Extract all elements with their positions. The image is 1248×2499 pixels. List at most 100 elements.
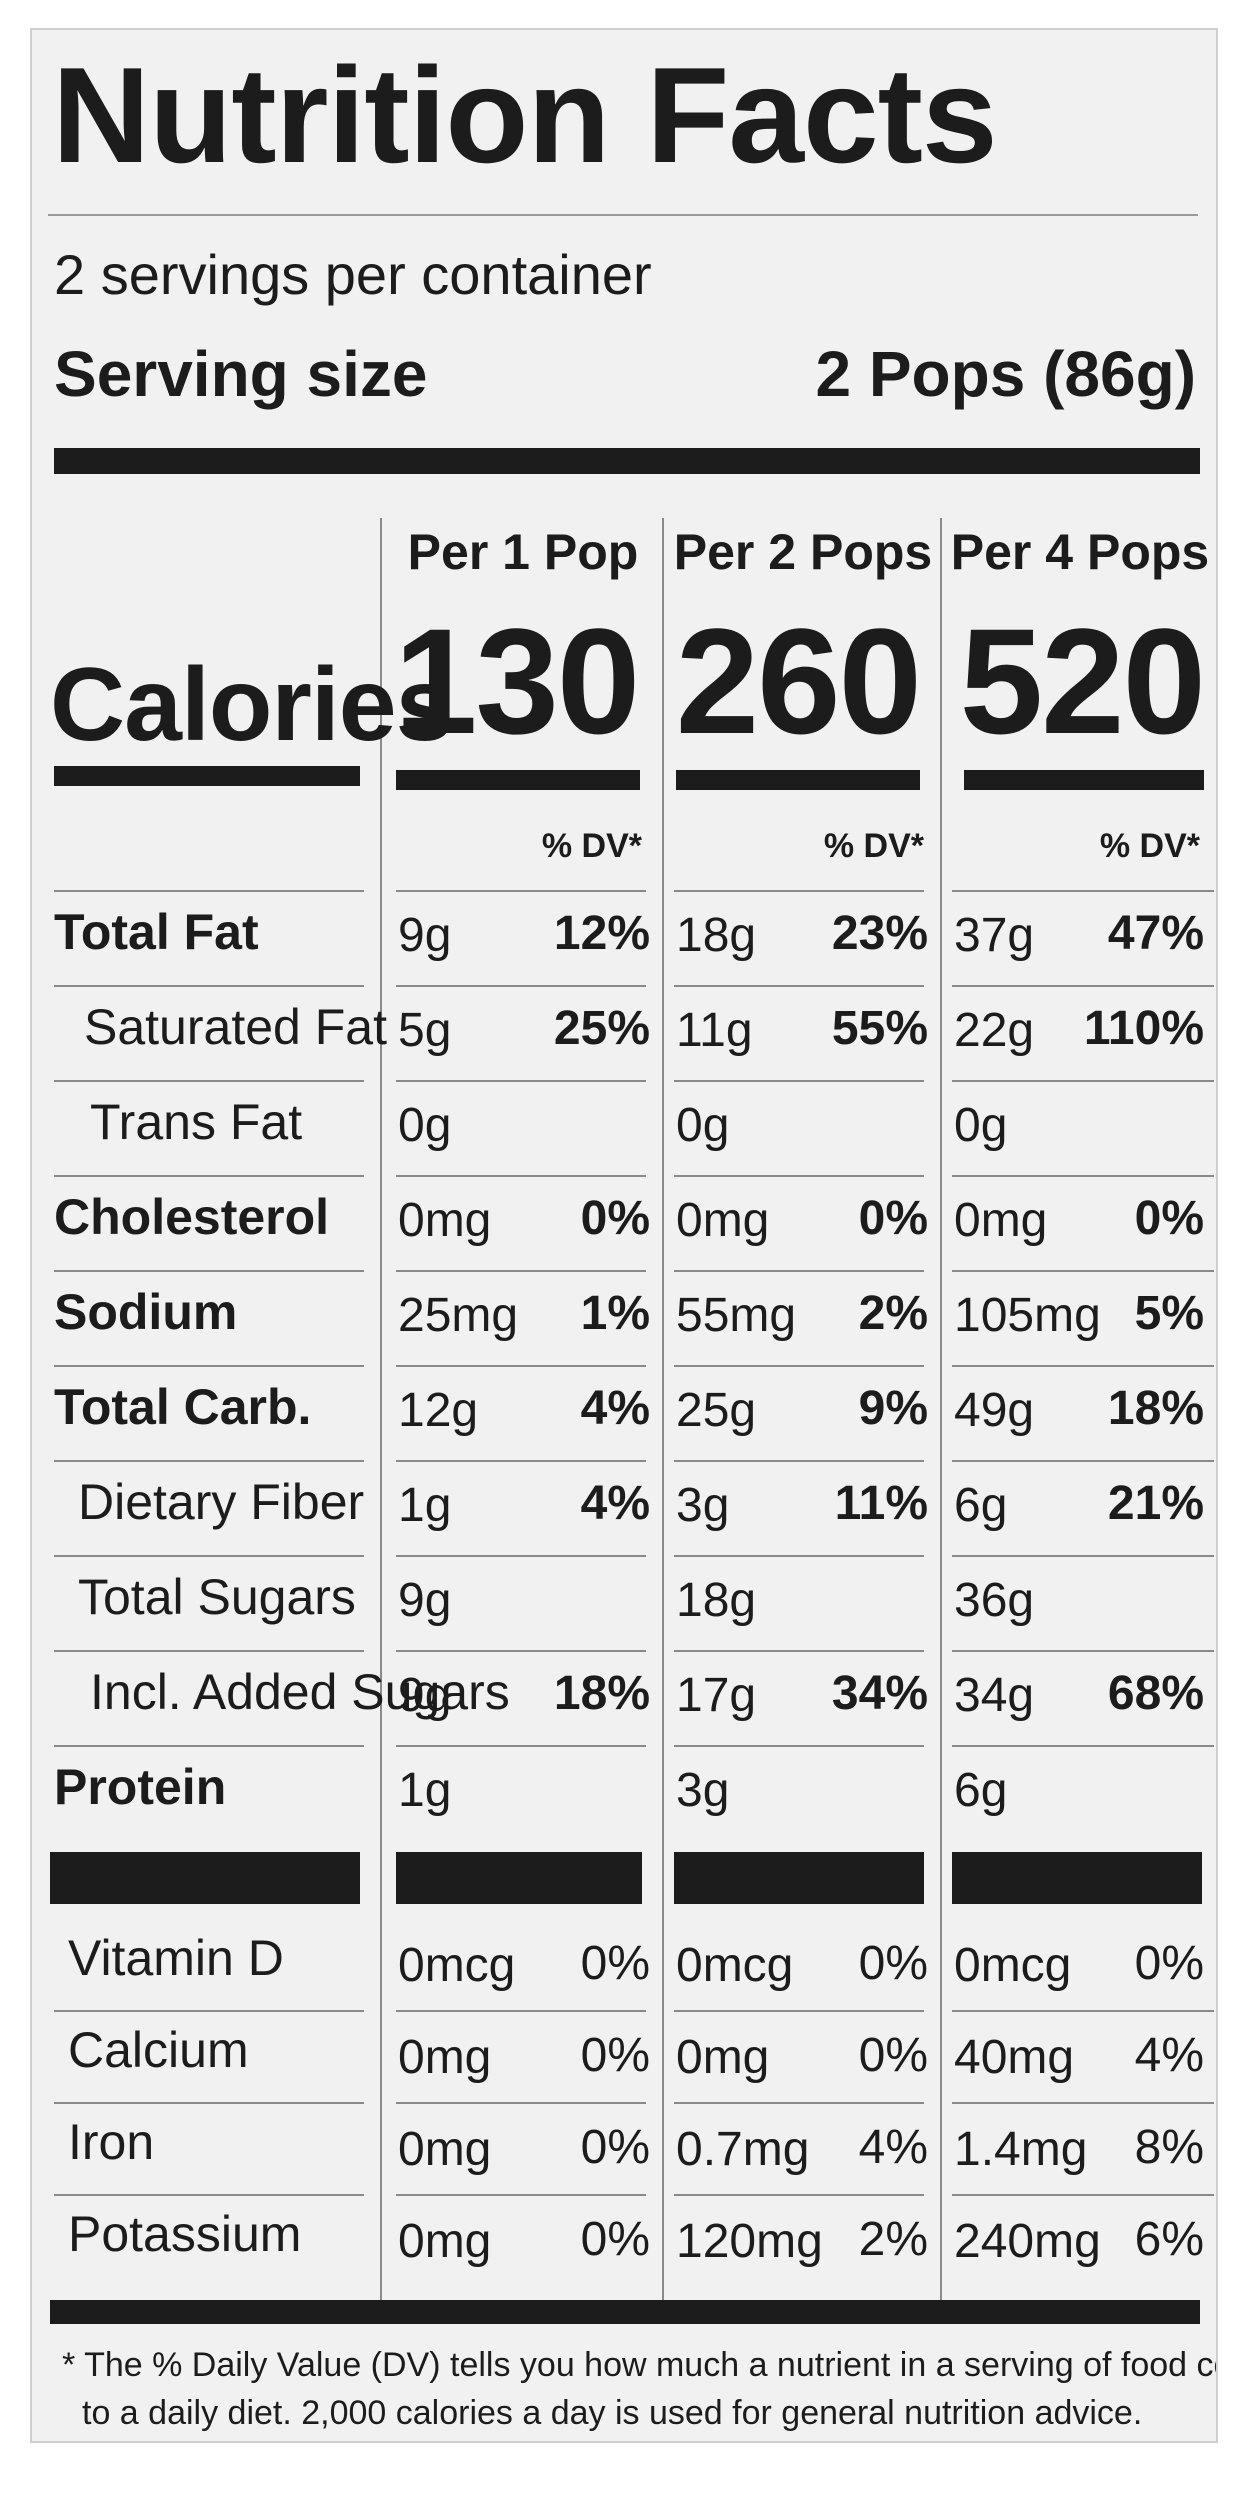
nutrient-amount: 37g: [954, 909, 1035, 962]
row-rule-col: [396, 1365, 646, 1367]
nutrient-daily-value: 2%: [858, 1287, 928, 1340]
panel-title: Nutrition Facts: [52, 39, 998, 191]
row-rule-label: [54, 1650, 364, 1652]
nutrient-amount: 34g: [954, 1669, 1035, 1722]
row-rule-col: [674, 1555, 924, 1557]
calories-label: Calories: [50, 647, 453, 763]
vitamin-daily-value: 6%: [1134, 2213, 1204, 2266]
row-rule-col: [952, 890, 1214, 892]
vitamin-daily-value: 4%: [1134, 2029, 1204, 2082]
row-rule-col: [952, 1745, 1214, 1747]
row-rule-col: [674, 985, 924, 987]
calories-bar-3: [964, 770, 1204, 790]
nutrient-amount: 9g: [398, 909, 452, 962]
vitamin-amount: 1.4mg: [954, 2123, 1088, 2176]
row-rule-col: [952, 1175, 1214, 1177]
row-rule-label: [54, 1555, 364, 1557]
nutrient-amount: 55mg: [676, 1289, 797, 1342]
vitamin-rule-label: [54, 2102, 364, 2104]
row-rule-col: [952, 985, 1214, 987]
nutrient-daily-value: 4%: [580, 1382, 650, 1435]
calories-label-bar: [54, 766, 360, 786]
row-rule-col: [396, 985, 646, 987]
nutrient-amount: 9g: [398, 1669, 452, 1722]
nutrient-name: Sodium: [54, 1284, 238, 1340]
vitamin-separator-2: [674, 1852, 924, 1904]
nutrient-daily-value: 0%: [858, 1192, 928, 1245]
nutrient-daily-value: 5%: [1134, 1287, 1204, 1340]
nutrient-amount: 3g: [676, 1764, 730, 1817]
calories-bar-2: [676, 770, 920, 790]
column-divider-1: [380, 518, 382, 2300]
row-rule-col: [396, 1080, 646, 1082]
vitamin-rule-col: [396, 2102, 646, 2104]
vitamin-daily-value: 8%: [1134, 2121, 1204, 2174]
thick-divider-bottom: [50, 2300, 1200, 2324]
vitamin-amount: 120mg: [676, 2215, 823, 2268]
vitamin-daily-value: 0%: [580, 1937, 650, 1990]
row-rule-label: [54, 1080, 364, 1082]
row-rule-col: [952, 1080, 1214, 1082]
nutrient-amount: 22g: [954, 1004, 1035, 1057]
nutrient-name: Dietary Fiber: [78, 1474, 365, 1530]
nutrient-amount: 17g: [676, 1669, 757, 1722]
nutrient-name: Trans Fat: [90, 1094, 303, 1150]
nutrient-name: Saturated Fat: [84, 999, 387, 1055]
nutrient-amount: 5g: [398, 1004, 452, 1057]
nutrient-daily-value: 4%: [580, 1477, 650, 1530]
footnote-line-1: * The % Daily Value (DV) tells you how m…: [62, 2346, 1216, 2384]
nutrient-daily-value: 34%: [831, 1667, 928, 1720]
vitamin-daily-value: 0%: [858, 2029, 928, 2082]
row-rule-col: [952, 1365, 1214, 1367]
vitamin-name: Iron: [68, 2114, 155, 2170]
row-rule-col: [952, 1555, 1214, 1557]
row-rule-col: [674, 1270, 924, 1272]
row-rule-label: [54, 1270, 364, 1272]
nutrient-daily-value: 110%: [1083, 1002, 1204, 1055]
row-rule-col: [396, 1270, 646, 1272]
nutrition-facts-panel: Nutrition Facts 2 servings per container…: [30, 28, 1218, 2443]
nutrient-amount: 25g: [676, 1384, 757, 1437]
nutrient-daily-value: 0%: [1134, 1192, 1204, 1245]
vitamin-name: Vitamin D: [68, 1930, 284, 1986]
vitamin-rule-col: [952, 2194, 1214, 2196]
calories-value-3: 520: [959, 597, 1206, 765]
vitamin-rule-col: [952, 2010, 1214, 2012]
nutrient-daily-value: 21%: [1107, 1477, 1204, 1530]
vitamin-amount: 0mg: [398, 2123, 492, 2176]
vitamin-amount: 0mg: [398, 2031, 492, 2084]
nutrient-daily-value: 11%: [834, 1477, 928, 1530]
nutrient-amount: 36g: [954, 1574, 1035, 1627]
vitamin-daily-value: 0%: [1134, 1937, 1204, 1990]
column-header-1: Per 1 Pop: [407, 524, 639, 580]
column-divider-3: [940, 518, 942, 2300]
nutrient-name: Incl. Added Sugars: [90, 1664, 510, 1720]
serving-size-label: Serving size: [54, 338, 428, 410]
dv-header-2: % DV*: [823, 827, 924, 865]
vitamin-rule-col: [674, 2102, 924, 2104]
nutrient-amount: 18g: [676, 1574, 757, 1627]
vitamin-amount: 0mcg: [954, 1939, 1072, 1992]
nutrient-amount: 1g: [398, 1479, 452, 1532]
row-rule-label: [54, 890, 364, 892]
calories-bar-1: [396, 770, 640, 790]
vitamin-daily-value: 0%: [580, 2213, 650, 2266]
vitamin-rule-col: [674, 2010, 924, 2012]
nutrient-amount: 6g: [954, 1479, 1008, 1532]
dv-header-3: % DV*: [1099, 827, 1200, 865]
nutrient-amount: 0mg: [954, 1194, 1048, 1247]
row-rule-col: [674, 1460, 924, 1462]
calories-value-1: 130: [394, 597, 640, 765]
nutrient-daily-value: 55%: [831, 1002, 928, 1055]
row-rule-col: [396, 1555, 646, 1557]
row-rule-col: [952, 1460, 1214, 1462]
vitamin-name: Potassium: [68, 2206, 302, 2262]
row-rule-col: [674, 1650, 924, 1652]
vitamin-daily-value: 0%: [580, 2121, 650, 2174]
nutrient-amount: 1g: [398, 1764, 452, 1817]
column-header-3: Per 4 Pops: [950, 524, 1210, 580]
vitamin-amount: 240mg: [954, 2215, 1101, 2268]
nutrient-daily-value: 68%: [1107, 1667, 1204, 1720]
vitamin-separator-label: [50, 1852, 360, 1904]
vitamin-rule-col: [952, 2102, 1214, 2104]
